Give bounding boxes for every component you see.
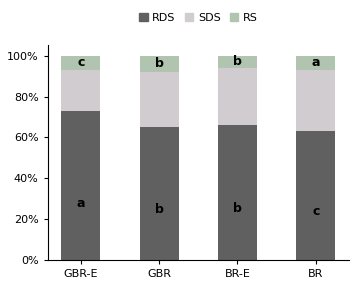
Text: b: b (233, 202, 242, 215)
Bar (218, 56, 257, 68)
Text: a: a (312, 56, 320, 69)
Bar (296, 56, 335, 70)
Bar (140, 72, 179, 127)
Bar (218, 68, 257, 125)
Text: a: a (77, 197, 85, 210)
Text: c: c (77, 56, 85, 69)
Text: b: b (155, 203, 164, 216)
Bar (296, 70, 335, 131)
Text: c: c (312, 204, 319, 218)
Bar (61, 56, 100, 70)
Bar (61, 70, 100, 111)
Text: b: b (155, 57, 164, 70)
Bar (218, 125, 257, 260)
Bar (296, 131, 335, 260)
Bar (140, 56, 179, 72)
Bar (61, 111, 100, 260)
Legend: RDS, SDS, RS: RDS, SDS, RS (135, 8, 262, 27)
Bar (140, 127, 179, 260)
Text: b: b (233, 55, 242, 68)
